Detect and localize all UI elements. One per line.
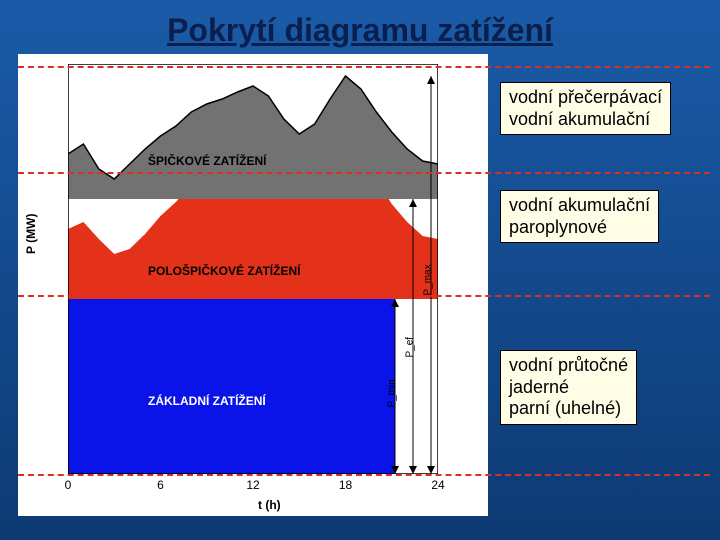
y-axis-label: P (MW) xyxy=(24,214,38,254)
divider-dash xyxy=(18,66,710,68)
callout-line: jaderné xyxy=(509,377,628,399)
x-tick: 24 xyxy=(431,478,444,492)
callout-bot: vodní průtočnéjadernéparní (uhelné) xyxy=(500,350,637,425)
x-tick: 18 xyxy=(339,478,352,492)
p-label: P_ef xyxy=(405,336,416,357)
x-tick: 6 xyxy=(157,478,164,492)
band-label-base: ZÁKLADNÍ ZATÍŽENÍ xyxy=(148,394,266,408)
callout-line: paroplynové xyxy=(509,217,650,239)
divider-dash xyxy=(18,295,710,297)
callout-line: vodní akumulační xyxy=(509,109,662,131)
callout-line: vodní přečerpávací xyxy=(509,87,662,109)
page-title: Pokrytí diagramu zatížení xyxy=(0,0,720,55)
band-label-peak: ŠPIČKOVÉ ZATÍŽENÍ xyxy=(148,154,266,168)
callout-top: vodní přečerpávacívodní akumulační xyxy=(500,82,671,135)
divider-dash xyxy=(18,474,710,476)
p-label: P_min xyxy=(387,379,398,407)
callout-line: vodní akumulační xyxy=(509,195,650,217)
callout-line: vodní průtočné xyxy=(509,355,628,377)
p-label: P_max xyxy=(423,264,434,295)
band-label-semi: POLOŠPIČKOVÉ ZATÍŽENÍ xyxy=(148,264,300,278)
chart-container: P (MW) t (h) ŠPIČKOVÉ ZATÍŽENÍ POLOŠPIČKO… xyxy=(18,54,488,516)
chart-plot-area: ŠPIČKOVÉ ZATÍŽENÍ POLOŠPIČKOVÉ ZATÍŽENÍ ZÁ… xyxy=(68,64,438,474)
callout-line: parní (uhelné) xyxy=(509,398,628,420)
x-tick: 0 xyxy=(65,478,72,492)
x-ticks: 06121824 xyxy=(68,478,438,494)
callout-mid: vodní akumulačníparoplynové xyxy=(500,190,659,243)
x-axis-label: t (h) xyxy=(258,498,281,512)
x-tick: 12 xyxy=(246,478,259,492)
divider-dash xyxy=(18,172,710,174)
